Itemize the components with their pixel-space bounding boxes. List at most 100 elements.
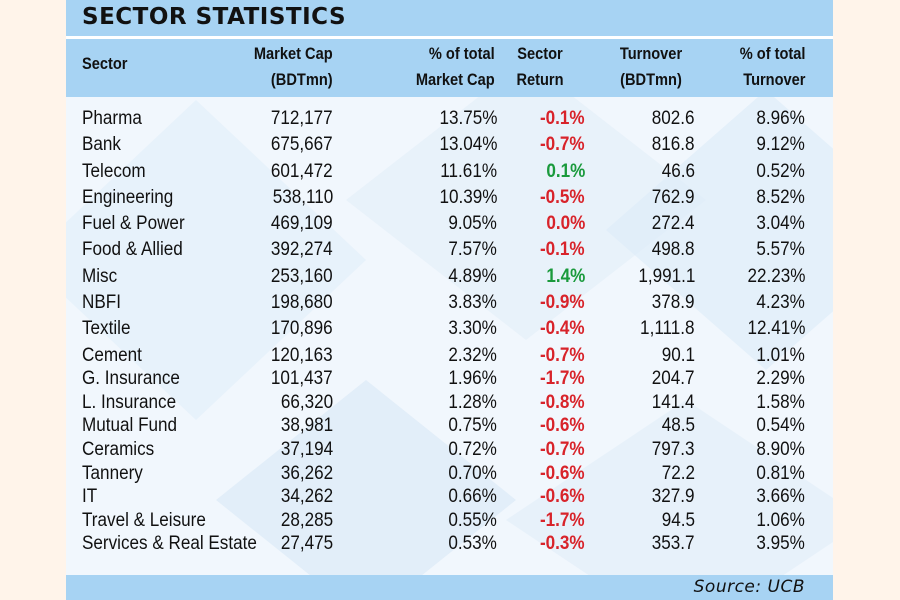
cell-sector-return: -0.1% (540, 108, 585, 129)
cell-sector: Telecom (82, 160, 146, 182)
cell-pct-market-cap: 0.70% (448, 462, 497, 484)
cell-turnover: 90.1 (661, 344, 695, 366)
cell-market-cap: 538,110 (272, 186, 333, 208)
cell-sector-return: -0.6% (540, 415, 585, 437)
cell-pct-market-cap: 0.72% (448, 439, 497, 461)
cell-pct-market-cap: 3.83% (448, 292, 497, 314)
cell-sector: Pharma (82, 108, 142, 129)
cell-market-cap: 120,163 (271, 344, 333, 366)
title-separator (66, 36, 833, 39)
background-decoration (66, 60, 833, 600)
cell-turnover: 378.9 (652, 292, 695, 314)
table-row: IT 34,262 0.66% -0.6% 327.9 3.66% (66, 486, 833, 510)
cell-pct-turnover: 22.23% (746, 265, 805, 287)
cell-market-cap: 675,667 (271, 134, 333, 156)
cell-sector: Misc (82, 265, 118, 287)
cell-sector: Textile (82, 318, 131, 340)
cell-market-cap: 34,262 (280, 486, 333, 508)
cell-sector-return: 1.4% (546, 265, 585, 287)
cell-pct-turnover: 3.04% (756, 213, 805, 235)
cell-turnover: 498.8 (652, 239, 695, 261)
cell-pct-market-cap: 0.66% (448, 486, 497, 508)
cell-turnover: 141.4 (652, 391, 695, 413)
cell-sector: Food & Allied (82, 239, 183, 261)
cell-turnover: 272.4 (652, 213, 695, 235)
cell-sector: Mutual Fund (82, 415, 178, 437)
cell-pct-market-cap: 13.75% (438, 108, 497, 129)
cell-sector-return: -0.6% (540, 486, 585, 508)
table-row: Tannery 36,262 0.70% -0.6% 72.2 0.81% (66, 463, 833, 487)
cell-sector-return: -0.3% (540, 533, 585, 555)
cell-turnover: 816.8 (652, 134, 695, 156)
cell-sector-return: -1.7% (540, 368, 585, 390)
cell-pct-turnover: 8.52% (756, 186, 805, 208)
cell-sector-return: -0.6% (540, 462, 585, 484)
cell-turnover: 46.6 (661, 160, 695, 182)
cell-market-cap: 392,274 (271, 239, 333, 261)
table-header: Sector Market Cap (BDTmn) % of total Marke… (66, 39, 833, 97)
cell-market-cap: 101,437 (271, 368, 333, 390)
table-row: Food & Allied 392,274 7.57% -0.1% 498.8 5.57% (66, 239, 833, 265)
cell-sector: Bank (82, 134, 121, 156)
cell-market-cap: 170,896 (271, 318, 333, 340)
table-row: Misc 253,160 4.89% 1.4% 1,991.1 22.23% (66, 266, 833, 292)
header-turnover: Turnover (BDTmn) (619, 44, 683, 89)
sector-statistics-panel: SECTOR STATISTICS Sector Market Cap (BDTm… (66, 0, 833, 600)
cell-market-cap: 198,680 (271, 292, 333, 314)
header-market-cap: Market Cap (BDTmn) (254, 44, 333, 89)
cell-sector: Engineering (82, 186, 174, 208)
cell-market-cap: 27,475 (280, 533, 333, 555)
cell-pct-turnover: 1.58% (756, 391, 805, 413)
cell-sector: L. Insurance (82, 391, 177, 413)
cell-market-cap: 66,320 (280, 391, 333, 413)
cell-sector-return: -0.7% (540, 439, 585, 461)
table-row: Services & Real Estate 27,475 0.53% -0.3% 35… (66, 533, 833, 557)
cell-pct-market-cap: 1.28% (448, 391, 497, 413)
cell-sector: Ceramics (82, 439, 155, 461)
cell-sector-return: -0.7% (540, 344, 585, 366)
table-body: Pharma 712,177 13.75% -0.1% 802.6 8.96% Bank 67… (66, 108, 833, 557)
header-sector: Sector (82, 54, 128, 73)
cell-market-cap: 601,472 (271, 160, 333, 182)
cell-market-cap: 253,160 (271, 265, 333, 287)
cell-sector-return: -0.8% (540, 391, 585, 413)
cell-market-cap: 469,109 (271, 213, 333, 235)
cell-turnover: 797.3 (652, 439, 695, 461)
cell-pct-turnover: 9.12% (756, 134, 805, 156)
cell-pct-market-cap: 9.05% (448, 213, 497, 235)
cell-pct-turnover: 4.23% (756, 292, 805, 314)
cell-sector-return: -0.7% (540, 134, 585, 156)
table-row: Ceramics 37,194 0.72% -0.7% 797.3 8.90% (66, 439, 833, 463)
cell-market-cap: 712,177 (271, 108, 333, 129)
cell-sector-return: -0.5% (540, 186, 585, 208)
cell-sector: Tannery (82, 462, 143, 484)
header-sector-return: Sector Return (516, 44, 564, 89)
table-row: Mutual Fund 38,981 0.75% -0.6% 48.5 0.54% (66, 415, 833, 439)
header-pct-market-cap: % of total Market Cap (416, 44, 495, 89)
cell-pct-market-cap: 0.53% (448, 533, 497, 555)
cell-market-cap: 38,981 (280, 415, 333, 437)
cell-pct-market-cap: 1.96% (448, 368, 497, 390)
cell-turnover: 327.9 (652, 486, 695, 508)
cell-sector: Travel & Leisure (82, 509, 206, 531)
cell-pct-turnover: 8.96% (756, 108, 805, 129)
table-row: Fuel & Power 469,109 9.05% 0.0% 272.4 3.04% (66, 213, 833, 239)
cell-pct-market-cap: 4.89% (448, 265, 497, 287)
cell-market-cap: 37,194 (280, 439, 333, 461)
cell-pct-turnover: 3.95% (756, 533, 805, 555)
cell-pct-turnover: 1.06% (756, 509, 805, 531)
table-row: Bank 675,667 13.04% -0.7% 816.8 9.12% (66, 134, 833, 160)
cell-sector-return: -0.1% (540, 239, 585, 261)
cell-pct-market-cap: 11.61% (440, 160, 497, 182)
cell-sector-return: -0.9% (540, 292, 585, 314)
table-row: Engineering 538,110 10.39% -0.5% 762.9 8.52% (66, 187, 833, 213)
table-row: Textile 170,896 3.30% -0.4% 1,111.8 12.41% (66, 318, 833, 344)
cell-pct-market-cap: 0.55% (448, 509, 497, 531)
source-note: Source: UCB (693, 577, 805, 597)
cell-pct-market-cap: 13.04% (438, 134, 497, 156)
cell-sector-return: 0.1% (546, 160, 585, 182)
header-pct-turnover: % of total Turnover (739, 44, 805, 89)
cell-pct-turnover: 0.54% (756, 415, 805, 437)
cell-market-cap: 36,262 (280, 462, 333, 484)
cell-pct-market-cap: 3.30% (448, 318, 497, 340)
